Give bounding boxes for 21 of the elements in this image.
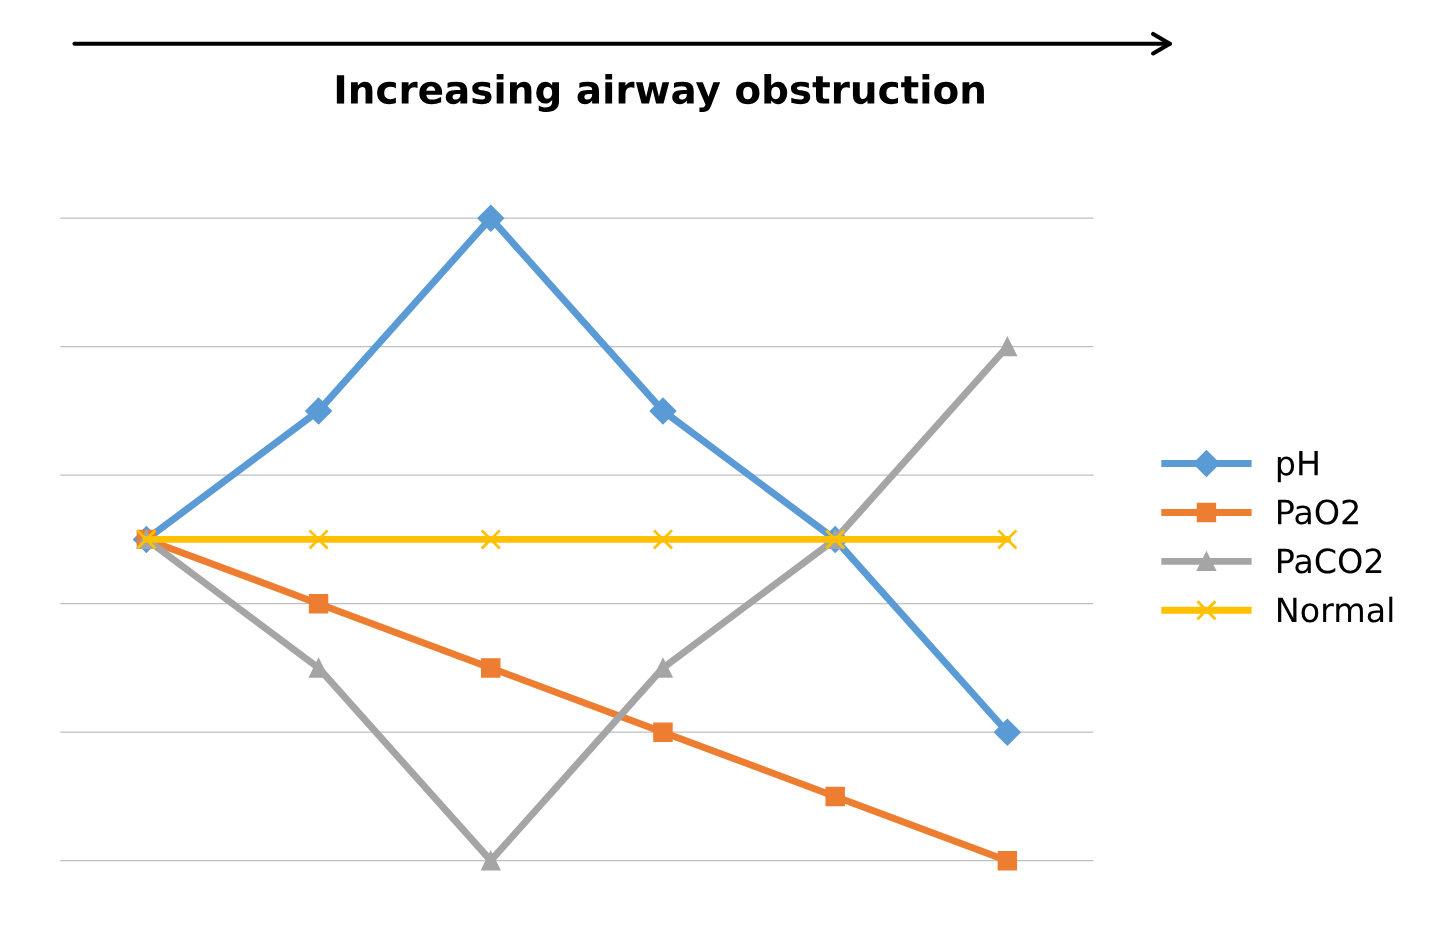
point [997,850,1018,871]
legend-label: PaO2 [1278,499,1358,525]
point [481,850,501,871]
point [477,204,505,232]
point [652,528,674,550]
point [653,722,673,742]
point [653,658,673,678]
chart-title: Increasing airway obstruction [336,74,984,112]
point [308,593,329,614]
point [649,397,677,425]
point [308,528,329,550]
point [825,786,845,807]
point [997,336,1018,357]
point [305,397,333,425]
legend-label: PaCO2 [1278,548,1382,574]
point [480,528,502,550]
legend-label: pH [1277,450,1318,483]
legend-label: Normal [1278,596,1393,623]
point [481,658,501,678]
point [993,718,1021,746]
point [996,528,1018,550]
